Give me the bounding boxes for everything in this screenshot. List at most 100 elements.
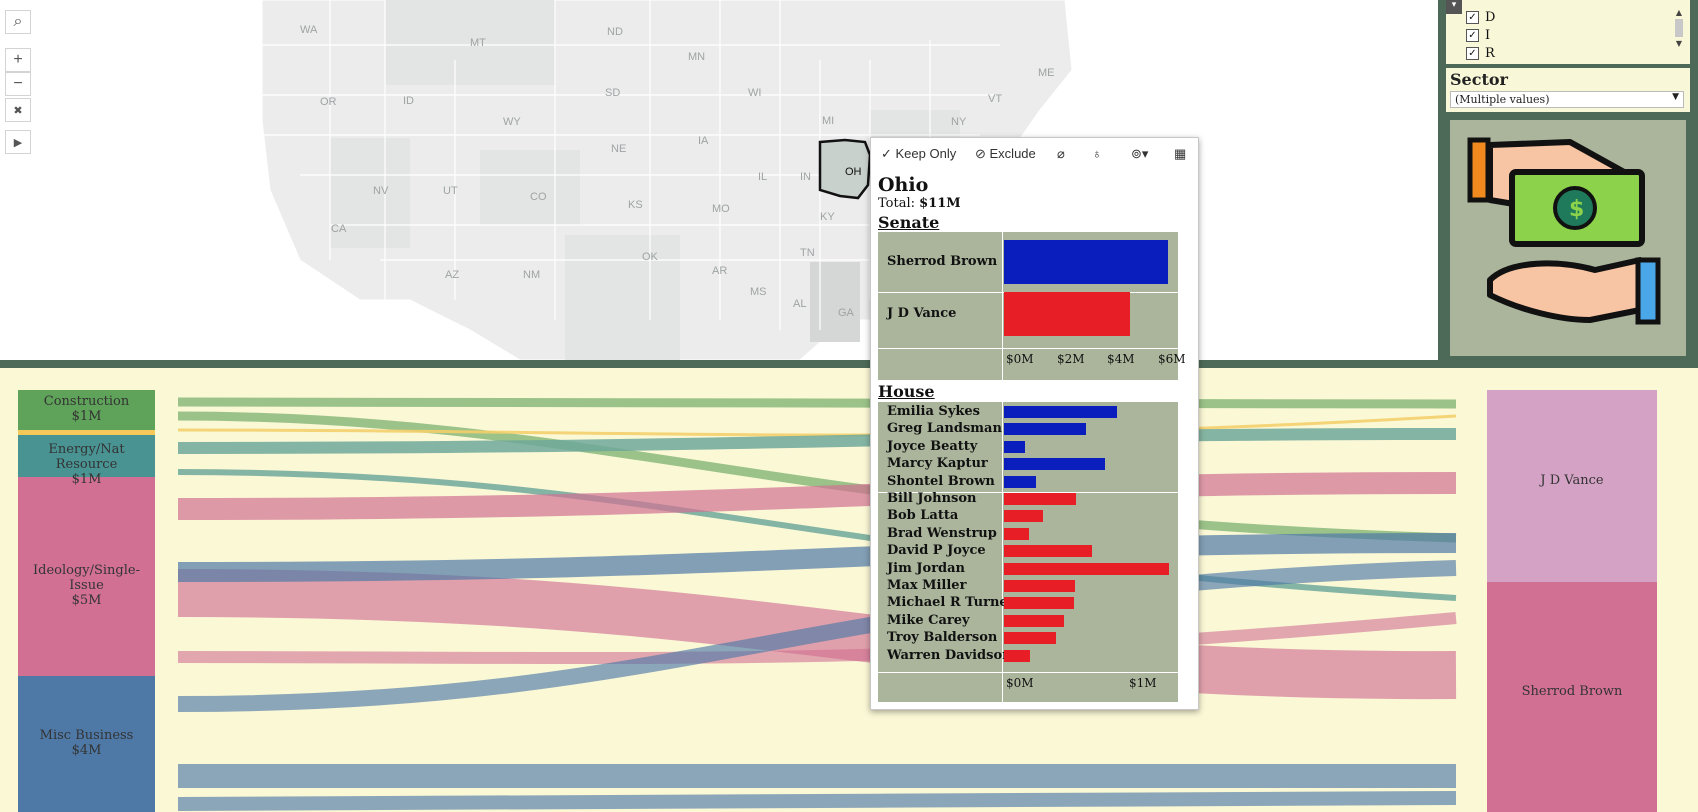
candidate-bar[interactable] [1004, 632, 1056, 645]
party-option-i[interactable]: ✓ I [1466, 28, 1490, 43]
state-label-mo[interactable]: MO [712, 203, 730, 215]
state-label-ca[interactable]: CA [331, 223, 347, 235]
candidate-bar[interactable] [1004, 458, 1105, 471]
state-label-ky[interactable]: KY [820, 211, 835, 223]
state-label-ia[interactable]: IA [698, 135, 709, 147]
state-label-mn[interactable]: MN [688, 51, 705, 63]
state-label-id[interactable]: ID [403, 95, 414, 107]
zoom-out-button[interactable]: − [5, 72, 31, 96]
axis-tick-label: $6M [1158, 352, 1186, 366]
state-label-il[interactable]: IL [758, 171, 767, 183]
state-tx [565, 235, 680, 360]
state-tooltip: ✓ Keep Only ⊘ Exclude ⌀ ♁ ⊚▾ ▦ Ohio Tota… [870, 137, 1199, 710]
state-label-tn[interactable]: TN [800, 247, 815, 259]
state-label-wi[interactable]: WI [748, 87, 761, 99]
minus-icon: − [13, 75, 23, 92]
sankey-flows[interactable] [0, 368, 1698, 812]
candidate-bar[interactable] [1004, 545, 1092, 558]
sector-dropdown[interactable]: (Multiple values) ▼ [1450, 91, 1684, 108]
svg-text:$: $ [1569, 197, 1584, 222]
candidate-label-vance: J D Vance [1540, 473, 1604, 488]
state-label-mt[interactable]: MT [470, 37, 486, 49]
candidate-bar[interactable] [1004, 597, 1074, 610]
party-option-d[interactable]: ✓ D [1466, 10, 1495, 25]
tooltip-state-name: Ohio [878, 174, 929, 196]
sector-block-misc-business[interactable] [18, 676, 155, 812]
state-label-ne[interactable]: NE [611, 143, 626, 155]
candidate-bar[interactable] [1004, 580, 1075, 592]
state-label-wy[interactable]: WY [503, 116, 521, 128]
state-label-mi[interactable]: MI [822, 115, 834, 127]
exclude-button[interactable]: ⊘ Exclude [975, 146, 1036, 161]
view-data-icon[interactable]: ▦ [1174, 146, 1187, 161]
sankey-chart[interactable]: Construction $1M Energy/Nat Resource $1M I… [0, 368, 1698, 812]
sector-label-ideology: Ideology/Single-Issue $5M [32, 563, 140, 608]
state-label-in[interactable]: IN [800, 171, 811, 183]
tooltip-total: Total: $11M [878, 196, 961, 211]
candidate-name: J D Vance [887, 306, 957, 321]
candidate-bar[interactable] [1004, 649, 1030, 662]
lightbulb-icon[interactable]: ♁ [1092, 146, 1102, 161]
state-label-ar[interactable]: AR [712, 265, 727, 277]
state-label-nv[interactable]: NV [373, 185, 389, 197]
candidate-bar[interactable] [1004, 475, 1036, 488]
state-label-co[interactable]: CO [530, 191, 547, 203]
candidate-bar[interactable] [1004, 493, 1076, 505]
reset-map-button[interactable]: ✖ [5, 98, 31, 122]
candidate-bar[interactable] [1004, 423, 1086, 436]
candidate-block-vance[interactable] [1487, 390, 1657, 582]
group-members-icon[interactable]: ⊚▾ [1131, 146, 1149, 161]
candidate-name: Marcy Kaptur [887, 456, 988, 472]
candidate-block-brown[interactable] [1487, 582, 1657, 812]
state-label-ny[interactable]: NY [951, 116, 967, 128]
paperclip-icon[interactable]: ⌀ [1057, 146, 1065, 161]
us-map-svg[interactable]: WA MT ND MN ME OR ID WY SD WI MI NY VT NE IA IL IN OH NV UT… [0, 0, 1438, 360]
state-label-ga[interactable]: GA [838, 307, 855, 319]
state-label-ut[interactable]: UT [443, 185, 458, 197]
state-label-ks[interactable]: KS [628, 199, 643, 211]
map-search-button[interactable]: ⌕ [5, 10, 31, 34]
keep-only-button[interactable]: ✓ Keep Only [881, 146, 957, 161]
candidate-bar[interactable] [1004, 527, 1029, 540]
party-scrollbar[interactable]: ▲ ▼ [1675, 8, 1683, 48]
zoom-in-button[interactable]: + [5, 48, 31, 72]
candidate-name: Brad Wenstrup [887, 525, 997, 541]
state-mt [385, 0, 555, 85]
candidate-bar[interactable] [1004, 510, 1043, 523]
state-label-oh[interactable]: OH [845, 166, 862, 178]
candidate-bar[interactable] [1004, 440, 1025, 453]
candidate-label-brown: Sherrod Brown [1521, 684, 1623, 699]
state-label-nm[interactable]: NM [523, 269, 540, 281]
candidate-bar[interactable] [1004, 406, 1117, 418]
state-label-sd[interactable]: SD [605, 87, 620, 99]
candidate-bar[interactable] [1004, 614, 1064, 627]
candidate-bar[interactable] [1004, 240, 1168, 284]
state-label-nd[interactable]: ND [607, 26, 623, 38]
state-label-or[interactable]: OR [320, 96, 337, 108]
clear-selection-icon: ✖ [13, 104, 23, 117]
sector-block-ideology[interactable] [18, 477, 155, 676]
candidate-name: David P Joyce [887, 543, 986, 559]
sector-block-construction[interactable] [18, 390, 155, 430]
state-label-az[interactable]: AZ [445, 269, 459, 281]
state-label-vt[interactable]: VT [988, 93, 1002, 105]
expand-toolbar-button[interactable]: ▶ [5, 130, 31, 154]
state-nv [330, 138, 410, 248]
collapse-icon[interactable]: ▾ [1446, 0, 1462, 14]
senate-chart: Sherrod Brown J D Vance $0M $2M $4M $6M [878, 232, 1186, 380]
state-label-me[interactable]: ME [1038, 67, 1055, 79]
sector-block-energy[interactable] [18, 435, 155, 477]
checkbox-i[interactable]: ✓ [1466, 29, 1479, 42]
sector-filter-title: Sector [1450, 70, 1508, 89]
checkbox-r[interactable]: ✓ [1466, 47, 1479, 60]
candidate-name: Troy Balderson [887, 630, 998, 646]
checkbox-d[interactable]: ✓ [1466, 11, 1479, 24]
party-option-r[interactable]: ✓ R [1466, 46, 1495, 61]
candidate-bar[interactable] [1004, 562, 1169, 575]
state-label-ms[interactable]: MS [750, 286, 767, 298]
state-label-al[interactable]: AL [793, 298, 806, 310]
state-label-wa[interactable]: WA [300, 24, 318, 36]
state-label-ok[interactable]: OK [642, 251, 659, 263]
candidate-bar[interactable] [1004, 292, 1130, 336]
us-map[interactable]: WA MT ND MN ME OR ID WY SD WI MI NY VT NE IA IL IN OH NV UT… [0, 0, 1438, 360]
